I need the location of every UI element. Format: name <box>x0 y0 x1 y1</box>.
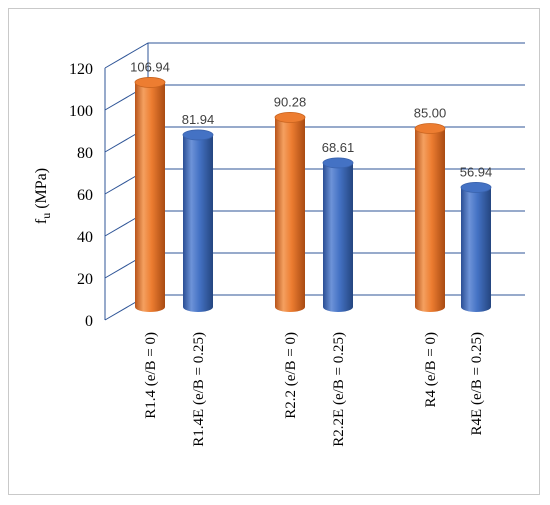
data-label: 56.94 <box>460 164 493 179</box>
bar <box>274 112 306 312</box>
y-tick-label: 20 <box>77 271 93 288</box>
x-tick-label: R4 (e/B = 0) <box>423 332 439 408</box>
gridline <box>104 84 525 111</box>
bar <box>134 77 166 313</box>
data-label: 106.94 <box>130 59 170 74</box>
data-labels: 106.94 81.94 90.28 68.61 85.00 56.94 <box>130 59 492 179</box>
bar <box>460 182 492 312</box>
x-tick-label: R1.4 (e/B = 0) <box>143 332 159 419</box>
x-tick-label: R4E (e/B = 0.25) <box>469 332 485 435</box>
bars <box>134 77 492 313</box>
x-tick-label: R2.2 (e/B = 0) <box>283 332 299 419</box>
y-tick-label: 60 <box>77 187 93 204</box>
chart-frame <box>8 8 540 495</box>
data-label: 90.28 <box>274 94 307 109</box>
x-tick-label: R1.4E (e/B = 0.25) <box>191 332 207 447</box>
data-label: 85.00 <box>414 106 447 121</box>
bar <box>322 157 354 312</box>
y-axis: 0 20 40 60 80 100 120 <box>69 61 93 330</box>
bar <box>414 123 446 312</box>
y-tick-label: 100 <box>69 103 93 120</box>
y-tick-label: 0 <box>85 313 93 330</box>
bar <box>182 129 214 312</box>
data-label: 68.61 <box>322 140 355 155</box>
y-axis-title: fu (MPa) <box>33 168 53 224</box>
y-tick-label: 40 <box>77 229 93 246</box>
x-tick-label: R2.2E (e/B = 0.25) <box>331 332 347 447</box>
y-tick-label: 120 <box>69 61 93 78</box>
category-labels: R1.4 (e/B = 0) R1.4E (e/B = 0.25) R2.2 (e/… <box>143 332 485 447</box>
gridline <box>104 126 525 153</box>
y-tick-label: 80 <box>77 145 93 162</box>
data-label: 81.94 <box>182 112 215 127</box>
